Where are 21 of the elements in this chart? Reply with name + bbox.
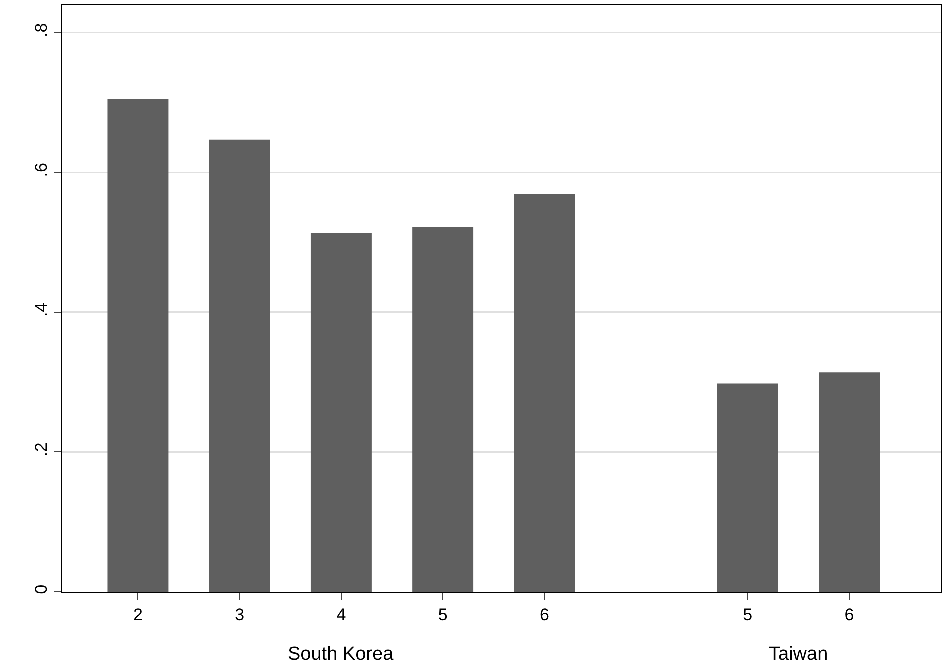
y-tick-label: 0 xyxy=(32,584,52,594)
text: South Korea xyxy=(288,644,394,665)
bar xyxy=(717,384,778,592)
bar xyxy=(514,194,576,592)
bar xyxy=(819,372,880,592)
bar xyxy=(310,234,372,592)
y-tick-label: .8 xyxy=(32,23,52,38)
bar xyxy=(108,99,169,592)
x-tick-label: 5 xyxy=(743,605,753,624)
x-tick-label: 3 xyxy=(235,605,245,624)
text: Taiwan xyxy=(769,644,828,665)
bar xyxy=(412,227,474,592)
y-tick-label: .6 xyxy=(32,163,52,178)
x-tick-label: 6 xyxy=(540,605,550,624)
x-tick-label: 2 xyxy=(133,605,143,624)
y-tick-label: .2 xyxy=(32,442,52,457)
y-tick-label: .4 xyxy=(32,302,52,318)
bar xyxy=(209,140,270,592)
x-tick-label: 5 xyxy=(438,605,448,624)
x-tick-label: 6 xyxy=(844,605,854,624)
x-tick-label: 4 xyxy=(336,605,346,624)
